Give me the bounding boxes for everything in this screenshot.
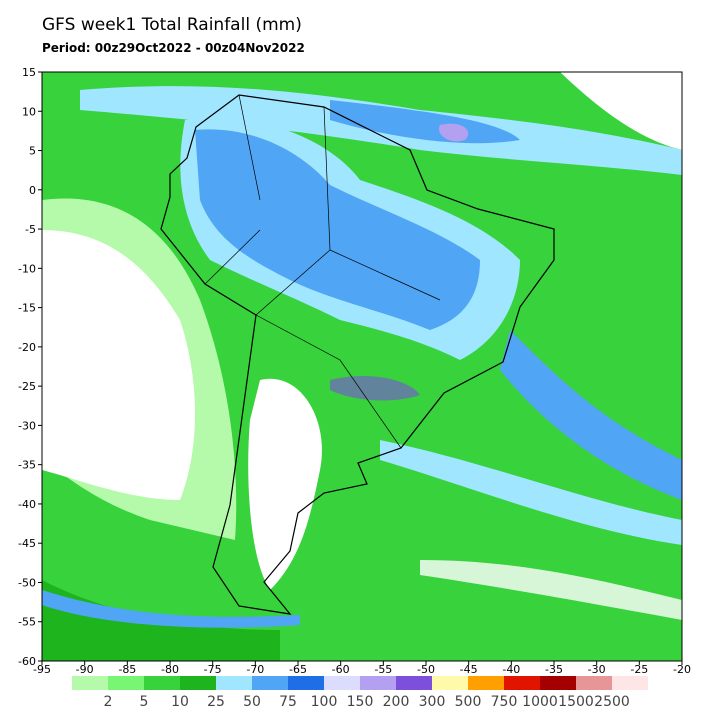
- y-tick-label: -30: [18, 419, 36, 432]
- colorbar-label: 75: [279, 694, 297, 710]
- colorbar-swatch: [72, 676, 108, 690]
- colorbar-swatch: [468, 676, 504, 690]
- colorbar-swatch: [216, 676, 252, 690]
- colorbar-swatch: [432, 676, 468, 690]
- colorbar-swatch: [576, 676, 612, 690]
- field-wet: [500, 330, 682, 500]
- x-tick-label: -60: [332, 663, 350, 676]
- field-dry: [42, 230, 195, 500]
- y-tick-label: -60: [18, 655, 36, 668]
- y-tick-label: -15: [18, 302, 36, 315]
- field-dry: [248, 378, 322, 590]
- colorbar-swatch: [396, 676, 432, 690]
- y-tick-label: 0: [29, 184, 36, 197]
- x-tick-label: -40: [502, 663, 520, 676]
- x-tick-label: -30: [588, 663, 606, 676]
- colorbar-swatch: [504, 676, 540, 690]
- subtitle: Period: 00z29Oct2022 - 00z04Nov2022: [42, 41, 305, 55]
- x-tick-label: -55: [374, 663, 392, 676]
- y-tick-label: -20: [18, 341, 36, 354]
- colorbar-label: 1500: [558, 694, 594, 710]
- field-heavy: [330, 375, 420, 401]
- colorbar-swatch: [180, 676, 216, 690]
- x-tick-label: -95: [33, 663, 51, 676]
- coastline: [160, 94, 555, 615]
- x-tick-label: -35: [545, 663, 563, 676]
- colorbar-swatch: [252, 676, 288, 690]
- y-tick-label: -5: [25, 223, 36, 236]
- x-tick-label: -65: [289, 663, 307, 676]
- x-tick-label: -25: [630, 663, 648, 676]
- colorbar-label: 50: [243, 694, 261, 710]
- x-tick-label: -90: [76, 663, 94, 676]
- colorbar-label: 300: [419, 694, 446, 710]
- x-tick-label: -80: [161, 663, 179, 676]
- x-tick-label: -75: [204, 663, 222, 676]
- colorbar-label: 200: [383, 694, 410, 710]
- colorbar-label: 750: [491, 694, 518, 710]
- colorbar-swatch: [144, 676, 180, 690]
- colorbar-swatch: [288, 676, 324, 690]
- colorbar-swatch: [324, 676, 360, 690]
- title: GFS week1 Total Rainfall (mm): [42, 15, 302, 35]
- y-tick-label: -25: [18, 380, 36, 393]
- colorbar-swatch: [612, 676, 648, 690]
- colorbar-swatch: [540, 676, 576, 690]
- colorbar-label: 5: [140, 694, 149, 710]
- axes: -95 -90 -85 -80 -75 -70 -65 -60 -55 -50 -45 -40 -35-…: [18, 66, 691, 676]
- rainfall-field: [42, 72, 682, 661]
- colorbar-label: 150: [347, 694, 374, 710]
- field-dry: [420, 560, 682, 620]
- field-wet: [380, 440, 682, 545]
- y-tick-label: -50: [18, 576, 36, 589]
- colorbar-swatch: [360, 676, 396, 690]
- colorbar-label: 10: [171, 694, 189, 710]
- colorbar-label: 25: [207, 694, 225, 710]
- field-heavy: [439, 123, 469, 142]
- x-tick-label: -20: [673, 663, 691, 676]
- borders: [204, 94, 441, 449]
- y-tick-label: -45: [18, 537, 36, 550]
- field-dry: [560, 72, 682, 150]
- y-tick-label: -35: [18, 459, 36, 472]
- colorbar: 2 5 10 25 50 75 100 150 200 300 500 750 1000 1500 2500: [72, 676, 648, 710]
- x-tick-label: -45: [460, 663, 478, 676]
- colorbar-label: 1000: [522, 694, 558, 710]
- y-tick-label: 5: [29, 145, 36, 158]
- y-tick-label: 15: [22, 66, 36, 79]
- x-tick-label: -50: [417, 663, 435, 676]
- y-tick-label: -10: [18, 262, 36, 275]
- colorbar-label: 100: [311, 694, 338, 710]
- y-tick-label: -40: [18, 498, 36, 511]
- field-wet: [195, 129, 480, 330]
- colorbar-label: 2: [104, 694, 113, 710]
- plot-frame: [41, 71, 683, 662]
- x-tick-label: -70: [246, 663, 264, 676]
- colorbar-swatch: [108, 676, 144, 690]
- field-wet: [330, 100, 520, 144]
- colorbar-label: 2500: [594, 694, 630, 710]
- y-tick-label: -55: [18, 616, 36, 629]
- field-wet: [42, 590, 300, 628]
- colorbar-label: 500: [455, 694, 482, 710]
- y-tick-label: 10: [22, 105, 36, 118]
- x-tick-label: -85: [118, 663, 136, 676]
